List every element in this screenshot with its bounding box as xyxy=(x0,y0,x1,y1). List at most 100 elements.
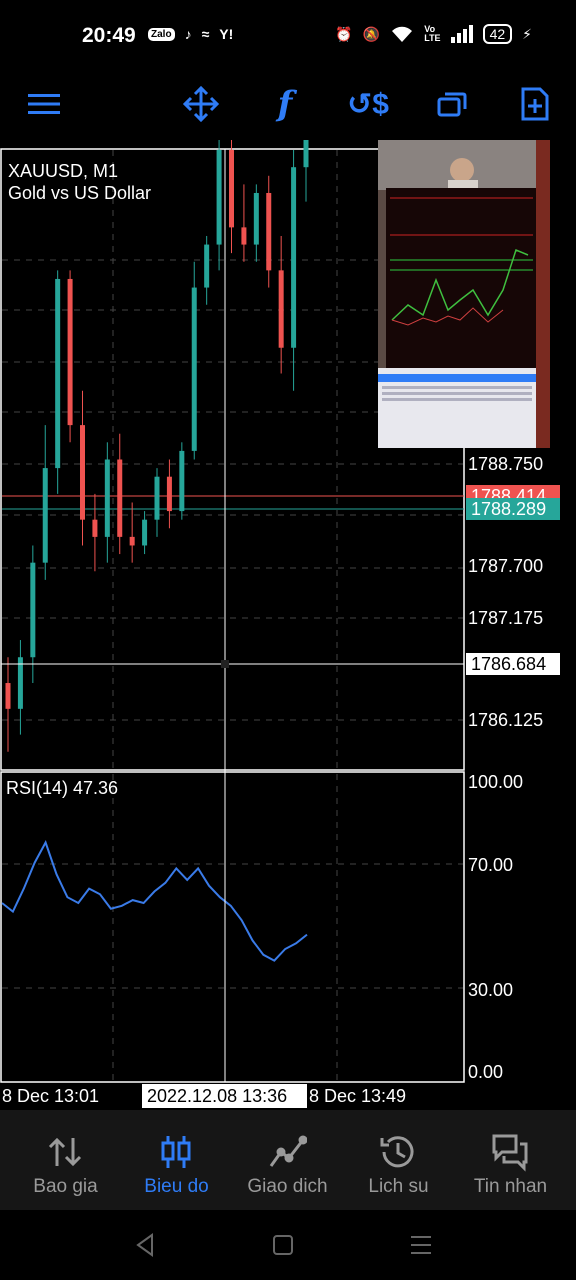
windows-icon[interactable] xyxy=(430,82,474,126)
time-axis-label: 8 Dec 13:49 xyxy=(309,1086,406,1106)
candle-body xyxy=(278,270,284,348)
nav-trade[interactable]: Giao dich xyxy=(230,1110,345,1210)
signal-icon xyxy=(450,25,473,43)
time-axis-label: 8 Dec 13:01 xyxy=(2,1086,99,1106)
volte-icon: Vo LTE xyxy=(424,24,441,43)
nav-label: Bao gia xyxy=(33,1176,98,1197)
candle-body xyxy=(104,459,110,537)
nav-quotes[interactable]: Bao gia xyxy=(8,1110,123,1210)
candles-group xyxy=(5,115,309,752)
menu-icon[interactable] xyxy=(22,82,66,126)
candle xyxy=(104,442,110,563)
back-icon[interactable] xyxy=(130,1230,160,1260)
function-icon[interactable]: f xyxy=(277,84,293,124)
ask-price-label: 1788.289 xyxy=(471,499,546,519)
candle xyxy=(17,640,23,735)
wave-app-icon: ≈ xyxy=(201,26,210,42)
rsi-pane-frame xyxy=(0,771,465,1083)
nav-history[interactable]: Lich su xyxy=(341,1110,456,1210)
nav-messages[interactable]: Tin nhan xyxy=(453,1110,568,1210)
rsi-axis-label: 70.00 xyxy=(468,855,513,875)
nav-label: Bieu do xyxy=(144,1176,209,1197)
video-overlay[interactable] xyxy=(378,140,550,448)
candle xyxy=(191,261,197,460)
chart-canvas[interactable]: XAUUSD, M1 Gold vs US Dollar 1788.750 17… xyxy=(0,115,576,1110)
crosshair-center xyxy=(221,660,229,668)
price-axis-label: 1788.750 xyxy=(468,454,543,474)
rsi-group xyxy=(1,840,308,962)
candle xyxy=(67,270,73,443)
candle-body xyxy=(5,683,11,709)
crosshair-move-icon[interactable] xyxy=(179,82,223,126)
system-navigation xyxy=(0,1210,576,1280)
rsi-axis-label: 100.00 xyxy=(468,772,523,792)
candle xyxy=(278,235,284,374)
status-time: 20:49 xyxy=(82,24,136,47)
candle-body xyxy=(303,124,309,168)
price-axis-label: 1787.700 xyxy=(468,556,543,576)
candle-body xyxy=(92,519,98,537)
status-bar: 20:49 Zalo ♪ ≈ Y! ⏰ 🔕 Vo LTE 42 ⚡ xyxy=(0,0,576,72)
candle-body xyxy=(229,150,234,228)
candle-body xyxy=(154,476,160,520)
nav-label: Giao dich xyxy=(247,1176,328,1197)
wifi-icon xyxy=(392,26,413,42)
recents-icon[interactable] xyxy=(406,1230,436,1260)
history-clock-icon xyxy=(380,1136,414,1168)
candle-body xyxy=(142,519,148,546)
candle xyxy=(142,511,148,555)
candle xyxy=(80,390,85,546)
trade-dollar-icon[interactable]: ↺$ xyxy=(347,87,389,121)
rsi-axis-label: 30.00 xyxy=(468,980,513,1000)
candle xyxy=(253,184,259,262)
chart-toolbar: f ↺$ xyxy=(0,72,576,136)
alarm-icon: ⏰ xyxy=(335,25,353,42)
candle-body xyxy=(216,150,222,245)
candle xyxy=(179,442,185,520)
rsi-line xyxy=(1,840,308,962)
candle xyxy=(266,175,272,288)
bottom-navigation: Bao gia Bieu do Giao dich Lich su Tin nh… xyxy=(0,1110,576,1210)
yahoo-icon: Y! xyxy=(219,26,234,42)
candle-body xyxy=(117,459,123,537)
battery-indicator: 42 xyxy=(482,24,513,44)
messages-icon xyxy=(492,1134,528,1172)
candle xyxy=(117,433,123,555)
candle xyxy=(204,235,210,305)
candle xyxy=(42,425,48,580)
candle-body xyxy=(166,476,172,512)
price-lines xyxy=(2,495,464,510)
candle-body xyxy=(67,278,73,426)
candle xyxy=(154,468,160,537)
candle-body xyxy=(42,468,48,563)
candle-body xyxy=(204,244,210,288)
symbol-description: Gold vs US Dollar xyxy=(8,183,151,203)
nav-label: Lich su xyxy=(368,1176,429,1197)
candle xyxy=(5,657,11,752)
candle xyxy=(129,502,135,563)
price-axis-label: 1786.125 xyxy=(468,710,543,730)
candle xyxy=(291,150,297,391)
candle xyxy=(216,132,222,271)
nav-label: Tin nhan xyxy=(473,1176,548,1197)
video-overlay-image xyxy=(378,140,550,448)
tiktok-icon: ♪ xyxy=(184,26,192,42)
rsi-indicator-label: RSI(14) 47.36 xyxy=(6,778,118,798)
candle-body xyxy=(179,450,185,512)
candle-body xyxy=(253,192,259,245)
nav-chart[interactable]: Bieu do xyxy=(119,1110,234,1210)
candle-body xyxy=(17,657,23,709)
chart-area[interactable]: XAUUSD, M1 Gold vs US Dollar 1788.750 17… xyxy=(0,115,576,1110)
price-pane-frame xyxy=(0,148,465,771)
candle-body xyxy=(191,287,197,451)
home-icon[interactable] xyxy=(268,1230,298,1260)
crosshair-time-label: 2022.12.08 13:36 xyxy=(147,1086,287,1106)
ask-price-badge xyxy=(466,498,560,520)
candle-body xyxy=(80,425,85,520)
candle xyxy=(166,459,172,529)
candle-body xyxy=(129,536,135,546)
candle-body xyxy=(55,278,61,469)
new-order-icon[interactable] xyxy=(513,82,557,126)
symbol-timeframe: XAUUSD, M1 xyxy=(8,161,118,181)
candle xyxy=(30,545,36,684)
